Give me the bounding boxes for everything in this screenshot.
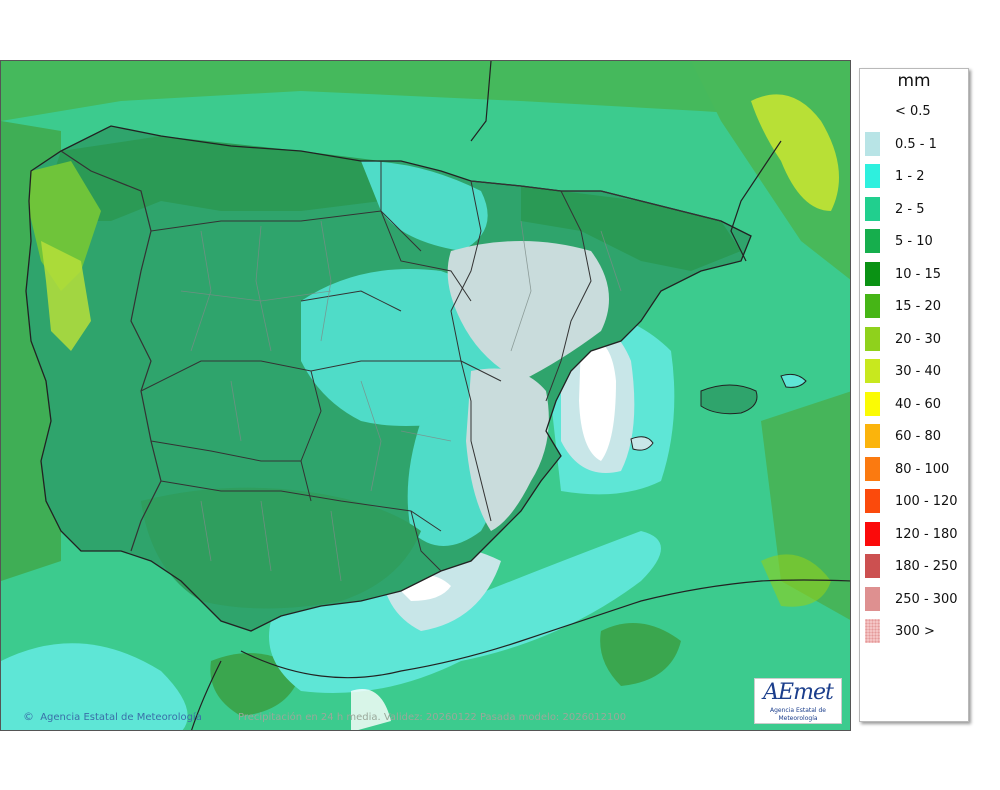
legend-item: 10 - 15 [865,261,965,286]
aemet-logo-subtext: Agencia Estatal de Meteorología [769,707,826,722]
legend-label: 180 - 250 [895,559,958,574]
legend-item: 250 - 300 [865,586,965,611]
legend-swatch [865,261,880,286]
country-border [60,150,162,552]
legend-item: 60 - 80 [865,424,965,448]
coastline [240,579,850,679]
legend-swatch [865,489,880,513]
legend-item: 300 > [865,619,965,643]
coastline [191,660,222,730]
region-borders [140,161,592,572]
legend-swatch [865,326,880,351]
precip-zone [751,94,839,211]
balearic-island [630,436,654,451]
legend-label: 5 - 10 [895,234,933,249]
legend-swatch [865,359,880,383]
legend-label: 60 - 80 [895,429,942,444]
precip-zone [1,61,850,121]
precip-zone [210,653,301,716]
legend-label: 10 - 15 [895,266,942,282]
legend-label: 250 - 300 [895,591,958,607]
province-borders [180,220,622,582]
legend-label: 300 > [895,624,935,639]
aemet-logo: AEmet Agencia Estatal de Meteorología [754,678,842,724]
legend-item: 30 - 40 [865,359,965,383]
agency-credit-text: Agencia Estatal de Meteorología [40,712,202,723]
legend-swatch [865,131,880,156]
legend-item: 120 - 180 [865,521,965,546]
legend-unit: mm [897,71,931,91]
legend-swatch [865,294,880,318]
legend-label: 1 - 2 [895,169,925,184]
legend-item: 20 - 30 [865,326,965,351]
legend-label: 120 - 180 [895,526,958,542]
legend-swatch [865,196,880,221]
precipitation-map: © Agencia Estatal de Meteorología Precip… [0,60,851,731]
legend-item: 1 - 2 [865,164,965,188]
legend-swatch [865,391,880,416]
balearic-island [700,384,758,415]
legend-label: 100 - 120 [895,494,958,509]
legend-label: 0.5 - 1 [895,136,937,152]
precip-zone [41,136,381,221]
country-border [470,180,722,222]
legend-swatch [865,99,880,123]
legend-item: 180 - 250 [865,554,965,578]
legend-swatch [865,586,880,611]
legend-item: 0.5 - 1 [865,131,965,156]
precip-zone [579,339,616,461]
aemet-logo-mark: AEmet [763,680,834,705]
agency-credit: © Agencia Estatal de Meteorología [23,710,202,723]
legend-swatch [865,619,880,643]
legend-label: 15 - 20 [895,299,942,314]
legend-swatch [865,456,880,481]
precip-zone [600,623,681,686]
legend-label: < 0.5 [895,104,931,119]
precip-zone [447,241,609,381]
legend-item: 80 - 100 [865,456,965,481]
precip-zone [351,689,391,730]
precip-zone [141,487,421,609]
legend-item: 100 - 120 [865,489,965,513]
legend-label: 80 - 100 [895,461,950,477]
coastline [25,125,752,632]
legend-swatch [865,229,880,253]
legend-label: 30 - 40 [895,364,942,379]
legend-swatch [865,424,880,448]
legend-item: 2 - 5 [865,196,965,221]
legend-item: 40 - 60 [865,391,965,416]
legend-item: 15 - 20 [865,294,965,318]
precip-zone [1,643,188,730]
coastline [730,140,782,262]
precip-zone [521,186,741,271]
balearic-island [780,373,807,388]
copyright-icon: © [23,710,34,723]
legend-swatch [865,554,880,578]
legend-swatch [865,521,880,546]
legend-swatch [865,164,880,188]
legend-item: 5 - 10 [865,229,965,253]
legend-label: 2 - 5 [895,201,925,217]
precip-zone [41,241,91,351]
legend-label: 20 - 30 [895,331,942,347]
precip-zone [361,161,488,251]
legend-label: 40 - 60 [895,396,942,412]
legend-item: < 0.5 [865,99,965,123]
validity-text: Precipitación en 24 h media. Validez: 20… [238,712,627,723]
coastline [470,61,492,142]
map-canvas [1,61,850,730]
precip-zone [466,368,549,531]
precipitation-legend: mm < 0.5 0.5 - 1 1 - 2 2 - 5 5 - 10 10 - 15 15… [859,68,969,722]
